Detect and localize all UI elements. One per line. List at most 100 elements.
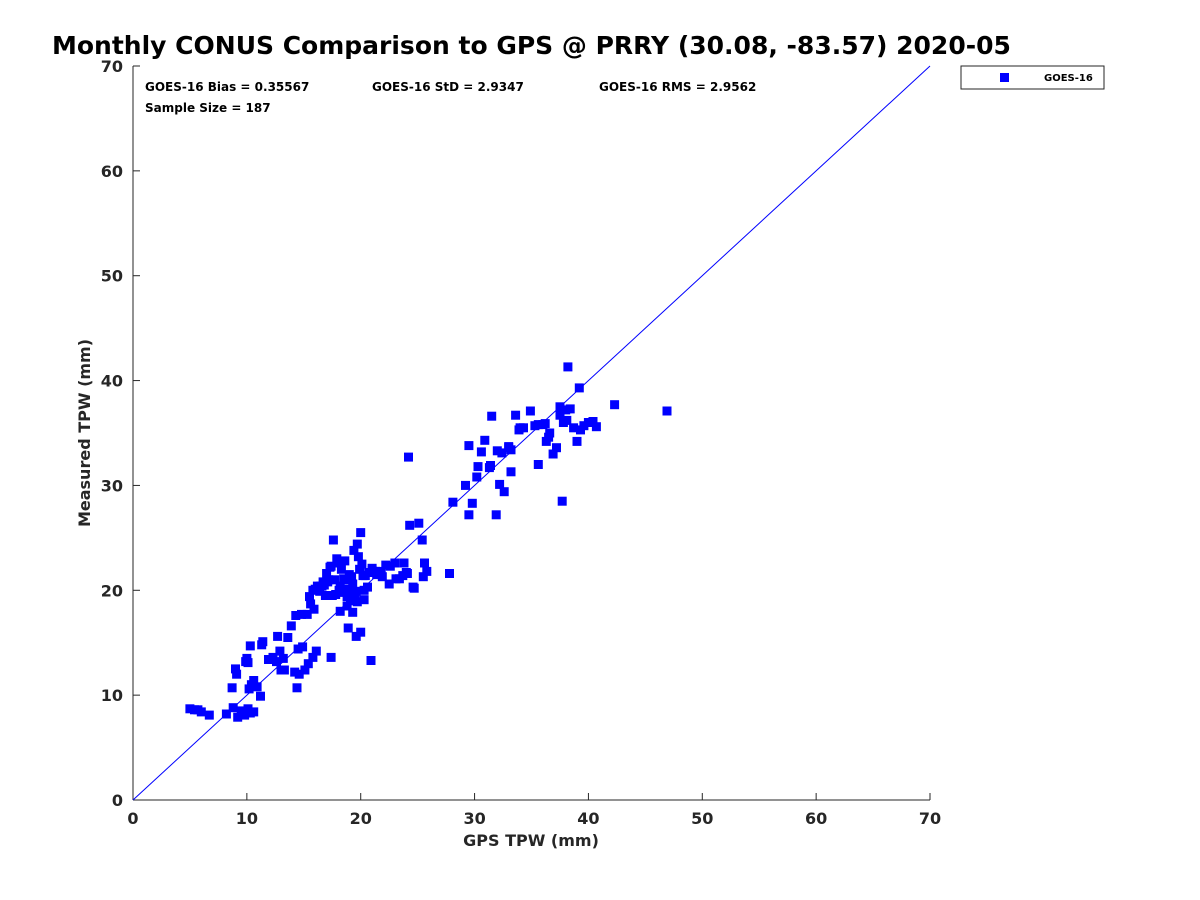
- data-point: [294, 669, 304, 679]
- data-point: [335, 606, 345, 616]
- y-tick-label: 0: [112, 791, 123, 810]
- data-point: [367, 565, 377, 575]
- bias-stat: GOES-16 Bias = 0.35567: [145, 80, 309, 94]
- data-point: [525, 406, 535, 416]
- x-tick-label: 10: [236, 809, 258, 828]
- y-tick-label: 50: [101, 267, 123, 286]
- data-point: [353, 552, 363, 562]
- data-point: [544, 432, 554, 442]
- data-point: [311, 646, 321, 656]
- data-point: [328, 535, 338, 545]
- chart-title: Monthly CONUS Comparison to GPS @ PRRY (…: [52, 31, 1011, 60]
- data-point: [185, 704, 195, 714]
- data-point: [278, 653, 288, 663]
- x-tick-label: 30: [463, 809, 485, 828]
- data-point: [279, 665, 289, 675]
- data-point: [338, 587, 347, 597]
- data-point: [495, 479, 505, 489]
- data-point: [342, 601, 352, 611]
- data-point: [204, 710, 214, 720]
- data-point: [405, 520, 415, 530]
- data-point: [385, 561, 395, 571]
- data-point: [511, 410, 521, 420]
- data-point: [533, 420, 543, 430]
- data-point: [322, 569, 332, 578]
- x-tick-label: 20: [350, 809, 372, 828]
- data-point: [464, 510, 474, 520]
- data-point: [399, 558, 409, 568]
- scatter-points: [185, 362, 672, 722]
- data-point: [256, 691, 265, 701]
- data-point: [583, 418, 593, 427]
- x-tick-label: 70: [919, 809, 941, 828]
- data-point: [359, 595, 369, 605]
- data-point: [492, 446, 502, 456]
- data-point: [445, 569, 454, 578]
- data-point: [414, 518, 424, 528]
- data-point: [572, 436, 582, 446]
- data-point: [275, 646, 285, 656]
- data-point: [227, 683, 237, 693]
- data-point: [540, 419, 550, 429]
- sample-size-stat: Sample Size = 187: [145, 101, 271, 115]
- data-point: [402, 569, 412, 578]
- data-point: [563, 362, 573, 372]
- data-point: [196, 707, 206, 717]
- data-point: [298, 642, 308, 652]
- data-point: [231, 664, 240, 674]
- data-point: [330, 575, 339, 585]
- data-point: [357, 559, 367, 569]
- data-point: [292, 683, 302, 693]
- y-tick-label: 40: [101, 372, 123, 391]
- data-point: [240, 710, 250, 720]
- data-point: [300, 665, 310, 675]
- data-point: [356, 528, 366, 538]
- data-point: [588, 417, 598, 426]
- data-point: [340, 556, 350, 566]
- data-point: [377, 572, 387, 582]
- data-point: [486, 461, 495, 470]
- x-tick-label: 40: [577, 809, 599, 828]
- data-point: [476, 447, 486, 457]
- y-tick-label: 30: [101, 476, 123, 495]
- data-point: [662, 406, 672, 416]
- x-tick-label: 0: [127, 809, 138, 828]
- data-point: [320, 591, 330, 600]
- data-point: [422, 566, 432, 576]
- std-stat: GOES-16 StD = 2.9347: [372, 80, 524, 94]
- data-point: [548, 449, 558, 459]
- data-point: [228, 703, 238, 713]
- data-point: [249, 676, 259, 685]
- data-point: [272, 657, 281, 667]
- data-point: [610, 400, 620, 410]
- data-point: [339, 574, 349, 584]
- data-point: [273, 631, 283, 641]
- data-point: [249, 707, 259, 717]
- data-point: [355, 564, 365, 574]
- data-point: [591, 422, 601, 432]
- data-point: [491, 510, 501, 520]
- data-point: [302, 609, 312, 619]
- data-point: [352, 539, 362, 549]
- data-point: [480, 435, 490, 445]
- data-point: [404, 452, 413, 462]
- data-point: [499, 487, 509, 497]
- data-point: [515, 423, 525, 433]
- data-point: [336, 564, 346, 574]
- data-point: [348, 579, 358, 589]
- data-point: [348, 607, 358, 617]
- data-point: [473, 462, 483, 472]
- data-point: [561, 405, 571, 415]
- data-point: [408, 582, 418, 592]
- data-point: [286, 621, 296, 631]
- x-axis-label: GPS TPW (mm): [463, 831, 599, 850]
- data-point: [323, 577, 333, 587]
- data-point: [297, 609, 306, 619]
- y-tick-label: 20: [101, 581, 123, 600]
- data-point: [343, 584, 353, 594]
- data-point: [391, 574, 401, 584]
- data-point: [472, 472, 482, 482]
- data-point: [291, 611, 301, 620]
- data-point: [233, 712, 243, 722]
